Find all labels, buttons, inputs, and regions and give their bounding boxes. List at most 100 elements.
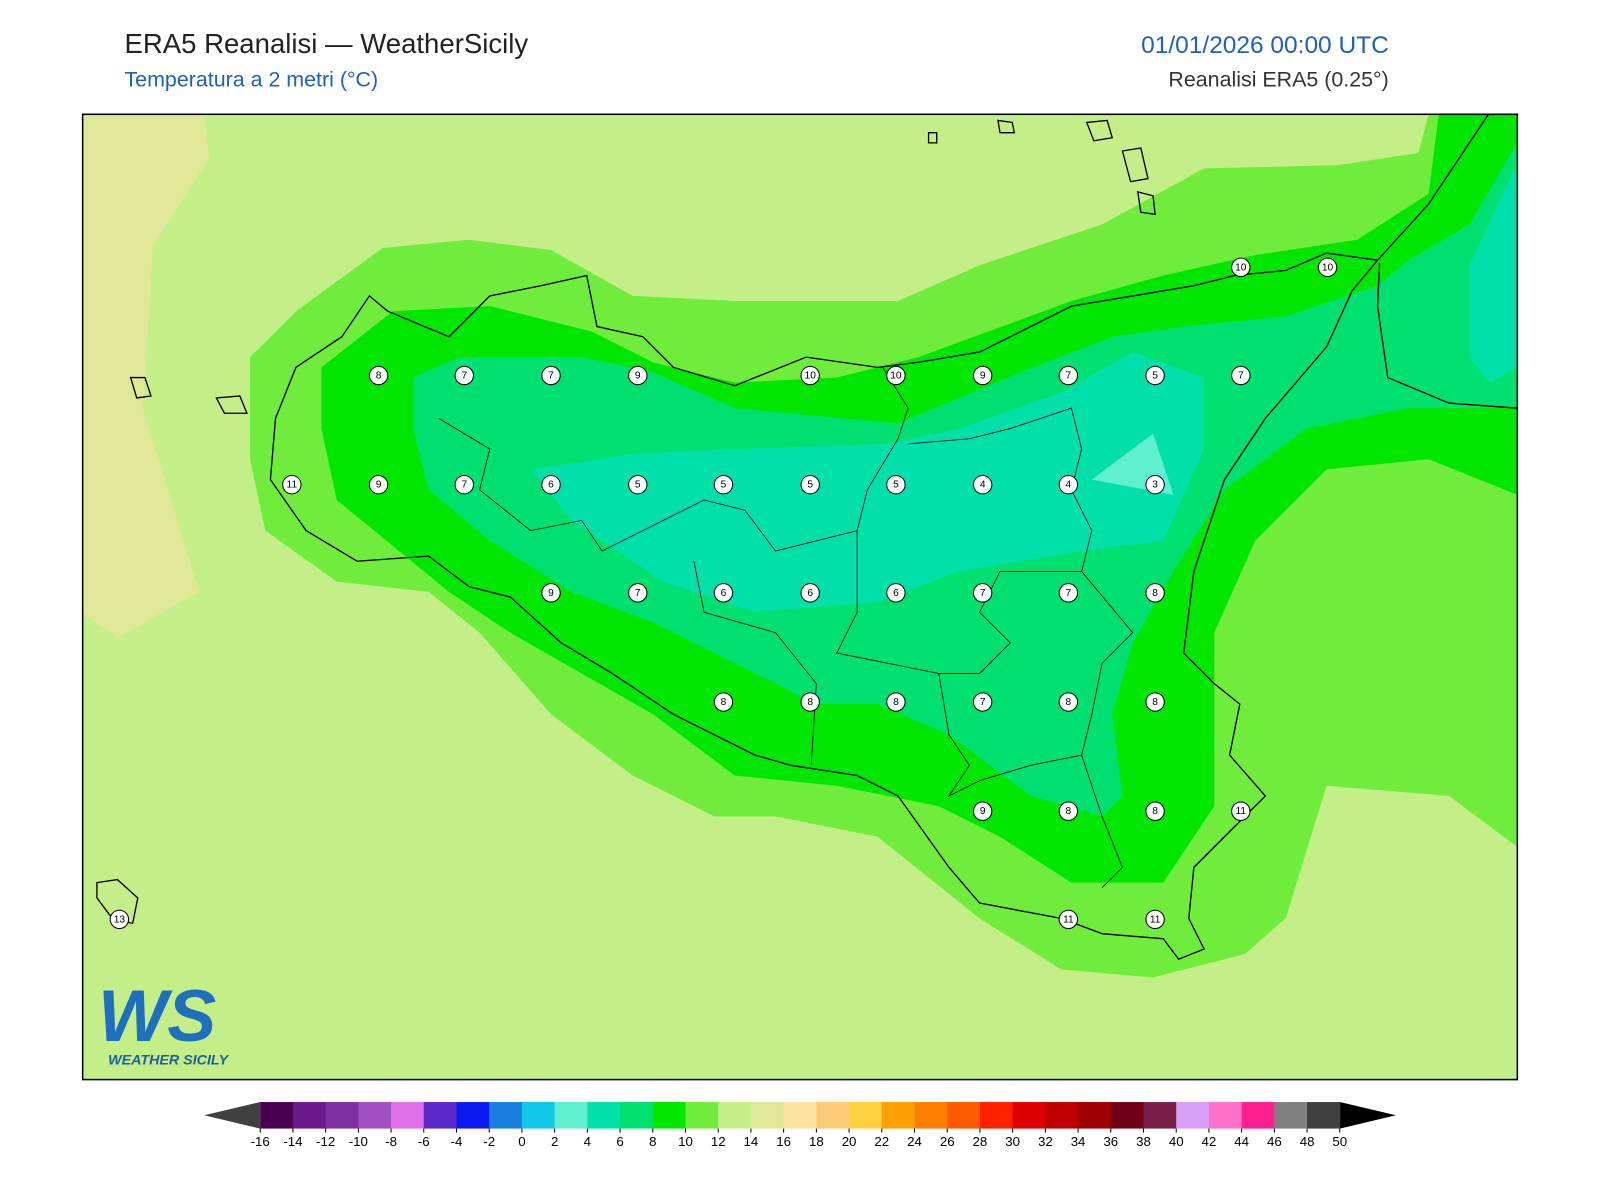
station: 6 [800, 583, 820, 603]
station: 8 [1058, 692, 1079, 712]
station-value: 8 [1066, 697, 1072, 708]
station: 8 [1058, 801, 1079, 821]
colorbar-bin [554, 1102, 588, 1129]
station-marker [1058, 583, 1079, 603]
station: 10 [886, 365, 906, 386]
station: 6 [541, 475, 561, 495]
station-value: 9 [376, 480, 382, 491]
station-marker [972, 583, 993, 603]
station-marker [886, 692, 906, 712]
title: ERA5 Reanalisi — WeatherSicily [124, 28, 528, 59]
colorbar-bin [1176, 1102, 1210, 1129]
colorbar-bin [260, 1102, 294, 1129]
colorbar-tick-label: 34 [1071, 1134, 1086, 1149]
station-value: 9 [980, 371, 986, 382]
station: 6 [886, 583, 906, 603]
station-value: 6 [548, 480, 554, 491]
colorbar-under [204, 1102, 261, 1129]
station-marker [1145, 801, 1165, 821]
station-value: 6 [893, 588, 899, 599]
station-value: 7 [1066, 588, 1072, 599]
colorbar-tick-label: -4 [451, 1134, 463, 1149]
station: 8 [886, 692, 906, 712]
station-value: 8 [1066, 806, 1072, 817]
station: 5 [628, 475, 648, 495]
colorbar-tick-label: 30 [1005, 1134, 1020, 1149]
colorbar-tick-label: 40 [1169, 1134, 1184, 1149]
station: 5 [886, 475, 906, 495]
station: 8 [368, 365, 389, 386]
colorbar-bin [620, 1102, 654, 1129]
station-marker [628, 475, 648, 495]
colorbar-bin [718, 1102, 752, 1129]
logo-text: WEATHER SICILY [108, 1052, 229, 1068]
station-marker [1231, 365, 1251, 386]
station-value: 8 [721, 697, 727, 708]
station: 7 [1231, 365, 1251, 386]
station-value: 5 [635, 480, 641, 491]
station-marker [713, 475, 734, 495]
station-marker [800, 692, 820, 712]
colorbar-bin [325, 1102, 359, 1129]
colorbar-bin [1143, 1102, 1177, 1129]
station-marker [541, 475, 561, 495]
colorbar-bin [423, 1102, 458, 1129]
station-value: 4 [1066, 480, 1072, 491]
colorbar-bin [783, 1102, 817, 1129]
station-value: 6 [807, 588, 813, 599]
contour [1469, 163, 1518, 383]
colorbar-bin [1241, 1102, 1275, 1129]
station-value: 8 [376, 371, 382, 382]
colorbar-tick-label: 36 [1103, 1134, 1118, 1149]
station-value: 7 [1066, 371, 1072, 382]
station-value: 11 [1063, 914, 1074, 925]
station: 8 [800, 692, 820, 712]
colorbar-bin [979, 1102, 1014, 1129]
station-marker [800, 365, 820, 386]
station-value: 7 [548, 371, 554, 382]
colorbar-bin [914, 1102, 948, 1129]
colorbar-tick-label: 0 [518, 1134, 525, 1149]
station-value: 13 [114, 914, 126, 925]
station-value: 10 [805, 371, 817, 382]
station-marker [1058, 909, 1079, 930]
station-marker [368, 475, 389, 495]
colorbar-tick-label: 8 [649, 1134, 656, 1149]
station-value: 5 [1152, 371, 1158, 382]
colorbar-tick-label: 48 [1300, 1134, 1315, 1149]
station: 7 [454, 365, 474, 386]
station-marker [1317, 257, 1338, 278]
colorbar-bin [849, 1102, 883, 1129]
station: 7 [1058, 365, 1079, 386]
coastline [96, 114, 1518, 960]
colorbar-tick-label: 28 [973, 1134, 988, 1149]
station-value: 5 [721, 480, 727, 491]
station-value: 7 [980, 588, 986, 599]
contour [530, 352, 1205, 613]
station: 8 [1145, 801, 1165, 821]
colorbar-tick-label: -2 [483, 1134, 495, 1149]
station-marker [1058, 692, 1079, 712]
station: 7 [628, 583, 648, 603]
colorbar-tick-label: 38 [1136, 1134, 1151, 1149]
colorbar-tick-label: 14 [744, 1134, 759, 1149]
colorbar-bin [391, 1102, 425, 1129]
station-value: 8 [1152, 697, 1158, 708]
station-value: 8 [893, 697, 899, 708]
colorbar-tick-label: -8 [385, 1134, 397, 1149]
station-value: 10 [1235, 262, 1247, 273]
station-marker [1058, 801, 1079, 821]
station-value: 4 [980, 480, 986, 491]
station: 7 [972, 692, 993, 712]
station: 8 [713, 692, 734, 712]
station-marker [454, 365, 474, 386]
station-marker [368, 365, 389, 386]
station: 3 [1145, 475, 1165, 495]
colorbar-bin [456, 1102, 490, 1129]
colorbar-bin [1012, 1102, 1046, 1129]
station-value: 7 [1238, 371, 1244, 382]
colorbar-tick-label: 42 [1202, 1134, 1217, 1149]
province-borders [438, 367, 1134, 889]
station-value: 9 [980, 806, 986, 817]
